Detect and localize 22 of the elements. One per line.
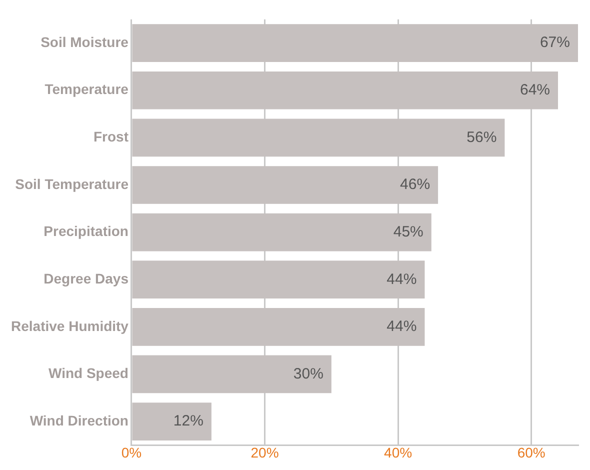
data-label: 30% [293, 365, 324, 382]
data-label: 44% [386, 270, 417, 288]
x-tick-label: 20% [250, 444, 279, 460]
data-label: 44% [386, 318, 417, 336]
data-label: 46% [400, 176, 430, 194]
data-label: 12% [173, 412, 204, 430]
y-tick-label: Degree Days [44, 270, 129, 286]
data-label: 64% [520, 82, 550, 99]
y-tick-label: Wind Speed [48, 365, 128, 382]
y-tick-label: Precipitation [44, 223, 128, 240]
x-tick-label: 60% [517, 444, 546, 460]
data-label: 45% [393, 223, 424, 240]
y-tick-label: Frost [93, 128, 129, 145]
data-label: 67% [540, 34, 570, 52]
data-label: 56% [466, 128, 497, 146]
y-tick-label: Wind Direction [30, 412, 128, 428]
x-tick-label: 0% [121, 444, 142, 460]
y-tick-label: Soil Moisture [40, 34, 129, 50]
y-tick-label: Soil Temperature [15, 176, 129, 192]
x-tick-label: 40% [384, 444, 412, 460]
y-tick-label: Relative Humidity [10, 318, 129, 334]
y-tick-label: Temperature [44, 81, 129, 98]
